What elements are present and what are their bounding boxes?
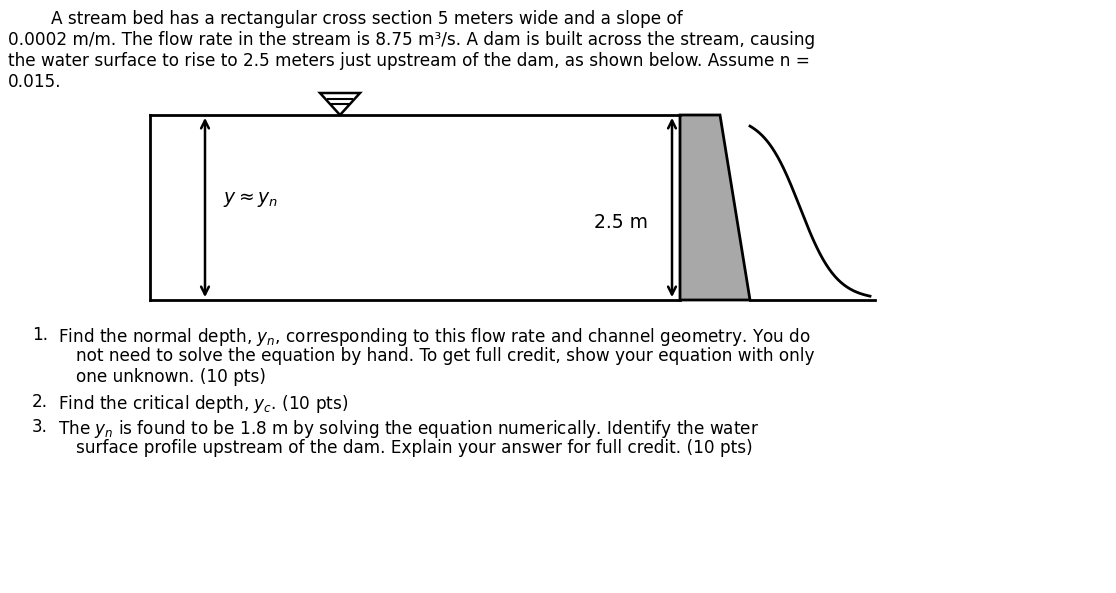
Text: Find the normal depth, $y_n$, corresponding to this flow rate and channel geomet: Find the normal depth, $y_n$, correspond… [58, 326, 811, 348]
Text: one unknown. (10 pts): one unknown. (10 pts) [76, 368, 266, 386]
Text: 2.5 m: 2.5 m [594, 213, 648, 232]
Text: 1.: 1. [32, 326, 48, 344]
Text: $y \approx y_n$: $y \approx y_n$ [223, 190, 278, 209]
Text: 0.0002 m/m. The flow rate in the stream is 8.75 m³/s. A dam is built across the : 0.0002 m/m. The flow rate in the stream … [8, 31, 815, 49]
Text: the water surface to rise to 2.5 meters just upstream of the dam, as shown below: the water surface to rise to 2.5 meters … [8, 52, 810, 70]
Polygon shape [320, 93, 360, 115]
Text: 3.: 3. [32, 418, 48, 436]
Text: surface profile upstream of the dam. Explain your answer for full credit. (10 pt: surface profile upstream of the dam. Exp… [76, 439, 752, 457]
Text: not need to solve the equation by hand. To get full credit, show your equation w: not need to solve the equation by hand. … [76, 347, 815, 365]
Text: 0.015.: 0.015. [8, 73, 61, 91]
Text: A stream bed has a rectangular cross section 5 meters wide and a slope of: A stream bed has a rectangular cross sec… [8, 10, 683, 28]
Text: 2.: 2. [32, 393, 48, 411]
Polygon shape [680, 115, 750, 300]
Text: The $y_n$ is found to be 1.8 m by solving the equation numerically. Identify the: The $y_n$ is found to be 1.8 m by solvin… [58, 418, 759, 440]
Text: Find the critical depth, $y_c$. (10 pts): Find the critical depth, $y_c$. (10 pts) [58, 393, 348, 415]
